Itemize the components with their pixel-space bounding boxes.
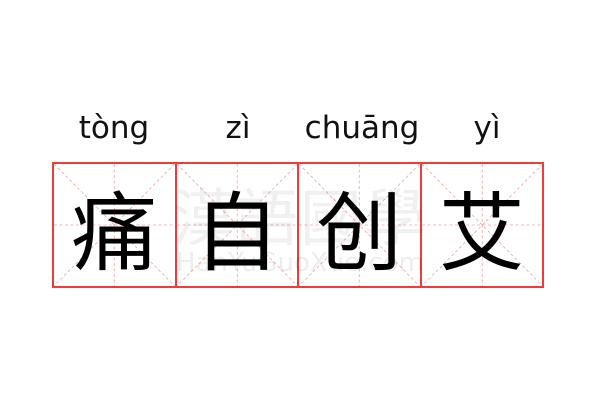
character-grid: 痛 自 创 艾 — [52, 162, 550, 288]
character: 创 — [316, 183, 403, 284]
watermark-site: HanYuGuoXue.com — [176, 248, 424, 278]
character-cell: 痛 — [52, 162, 177, 288]
character: 痛 — [71, 183, 158, 284]
character: 艾 — [438, 183, 525, 284]
watermark-logo: 漢語國學 — [171, 182, 428, 255]
pinyin-0: tòng — [78, 110, 150, 146]
pinyin-2: chuāng — [304, 110, 420, 146]
guide-lines — [299, 164, 420, 286]
guide-lines — [422, 164, 543, 286]
guide-lines — [177, 164, 298, 286]
pinyin-1: zì — [225, 110, 251, 146]
character-cell: 艾 — [419, 162, 544, 288]
guide-lines — [54, 164, 175, 286]
character: 自 — [193, 183, 280, 284]
pinyin-3: yì — [473, 110, 501, 146]
character-cell: 创 — [297, 162, 422, 288]
character-cell: 自 — [174, 162, 299, 288]
